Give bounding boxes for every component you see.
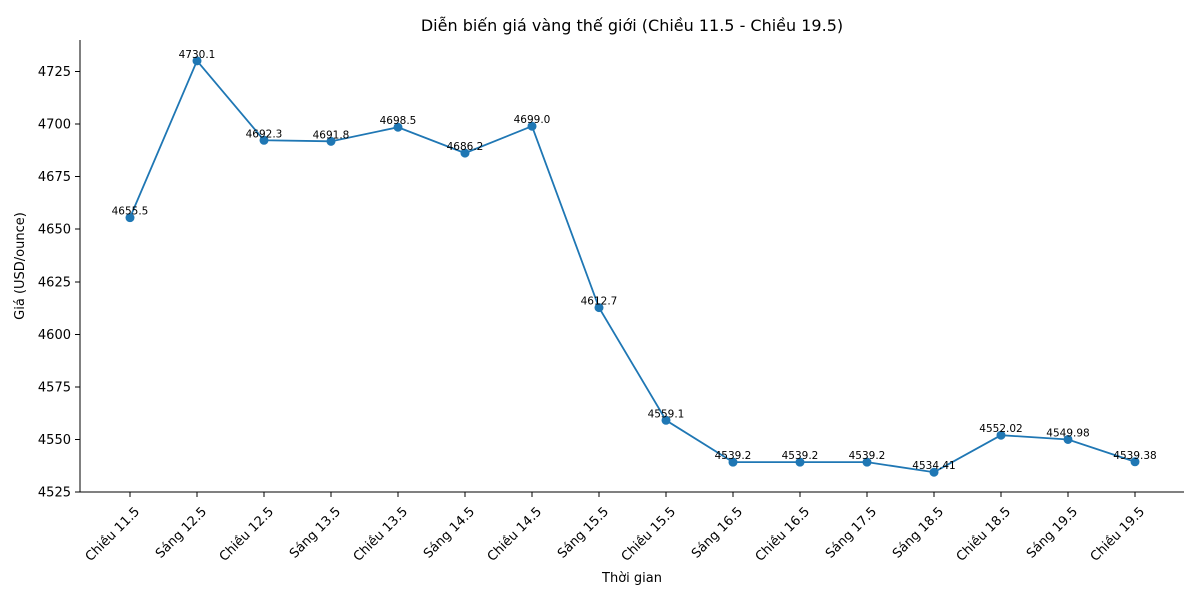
data-point — [996, 430, 1006, 440]
x-tick-label: Sáng 12.5 — [153, 504, 210, 561]
x-tick-label: Sáng 17.5 — [823, 504, 880, 561]
x-tick-label: Sáng 15.5 — [555, 504, 612, 561]
data-point — [192, 56, 202, 66]
chart-title: Diễn biến giá vàng thế giới (Chiều 11.5 … — [421, 16, 843, 35]
x-tick-label: Chiều 14.5 — [485, 504, 545, 564]
data-label: 4539.2 — [782, 450, 819, 462]
x-tick-label: Chiều 16.5 — [753, 504, 813, 564]
data-label: 4534.41 — [912, 460, 955, 472]
data-point — [527, 121, 537, 131]
data-label: 4552.02 — [979, 423, 1022, 435]
y-tick-label: 4575 — [38, 380, 71, 395]
x-tick-label: Chiều 11.5 — [83, 504, 143, 564]
x-tick-label: Chiều 18.5 — [954, 504, 1014, 564]
x-tick-label: Sáng 18.5 — [890, 504, 947, 561]
data-point — [929, 467, 939, 477]
data-point — [1063, 434, 1073, 444]
plot-area: 4525 4550 4575 4600 4625 4650 4675 4700 4725 Chiề… — [38, 40, 1184, 565]
data-point — [259, 135, 269, 145]
data-label: 4698.5 — [380, 115, 417, 127]
y-axis-label: Giá (USD/ounce) — [13, 212, 28, 320]
data-label: 4730.1 — [179, 49, 216, 61]
y-tick-label: 4650 — [38, 223, 71, 238]
x-tick-label: Chiều 19.5 — [1088, 504, 1148, 564]
data-label: 4686.2 — [447, 141, 484, 153]
x-tick-label: Sáng 13.5 — [287, 504, 344, 561]
data-label: 4539.2 — [849, 450, 886, 462]
y-tick-label: 4525 — [38, 486, 71, 501]
data-label: 4691.8 — [313, 129, 350, 141]
data-point — [661, 415, 671, 425]
x-tick-label: Chiều 13.5 — [351, 504, 411, 564]
data-label: 4655.5 — [112, 206, 149, 218]
data-label: 4539.2 — [715, 450, 752, 462]
y-tick-label: 4725 — [38, 65, 71, 80]
data-label: 4549.98 — [1046, 427, 1089, 439]
y-tick-label: 4600 — [38, 328, 71, 343]
x-tick-label: Sáng 16.5 — [689, 504, 746, 561]
data-label: 4539.38 — [1113, 450, 1156, 462]
x-tick-label: Chiều 15.5 — [619, 504, 679, 564]
y-tick-label: 4550 — [38, 433, 71, 448]
x-tick-label: Sáng 19.5 — [1024, 504, 1081, 561]
data-label: 4612.7 — [581, 296, 618, 308]
data-label: 4699.0 — [514, 114, 551, 126]
series-line — [129, 59, 1136, 474]
data-point — [1130, 457, 1140, 467]
data-point — [594, 303, 604, 313]
data-label: 4692.3 — [246, 128, 283, 140]
data-point — [393, 122, 403, 132]
data-point — [862, 457, 872, 467]
data-label: 4559.1 — [648, 408, 685, 420]
y-tick-label: 4625 — [38, 275, 71, 290]
data-point — [460, 148, 470, 158]
x-tick-label: Sáng 14.5 — [421, 504, 478, 561]
x-tick-label: Chiều 12.5 — [217, 504, 277, 564]
data-point — [326, 136, 336, 146]
data-point — [795, 457, 805, 467]
x-axis-label: Thời gian — [601, 571, 662, 586]
data-point — [125, 213, 135, 223]
y-tick-label: 4700 — [38, 118, 71, 133]
y-tick-label: 4675 — [38, 170, 71, 185]
data-point — [728, 457, 738, 467]
